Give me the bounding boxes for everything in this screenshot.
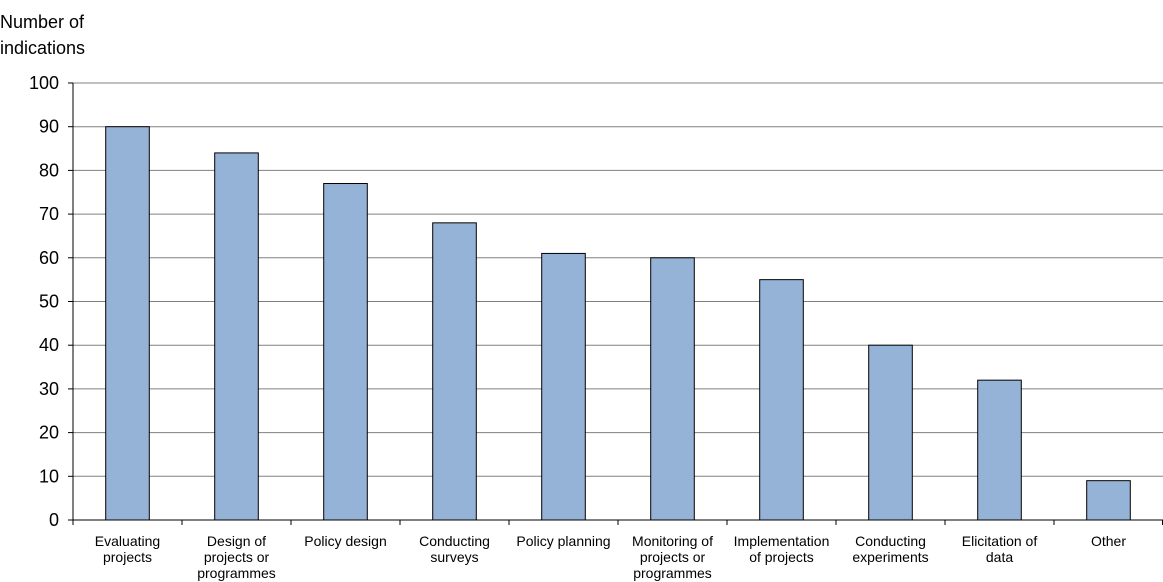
y-tick-label: 0 bbox=[49, 510, 59, 530]
bars bbox=[105, 126, 1131, 521]
x-tick-label: Design of projects or programmes bbox=[197, 533, 276, 581]
bar bbox=[323, 183, 368, 521]
bar bbox=[650, 257, 695, 521]
bar bbox=[977, 379, 1022, 521]
bar bbox=[432, 222, 477, 521]
x-tick-label: Other bbox=[1091, 533, 1126, 549]
x-tick-label: Evaluating projects bbox=[95, 533, 160, 565]
y-tick-label: 40 bbox=[39, 335, 59, 355]
x-tick-label: Policy design bbox=[304, 533, 387, 549]
x-tick-label: Conducting surveys bbox=[419, 533, 490, 565]
y-tick-label: 30 bbox=[39, 379, 59, 399]
y-tick-label: 70 bbox=[39, 204, 59, 224]
x-tick-label-line: of projects bbox=[749, 549, 814, 565]
y-tick-label: 100 bbox=[29, 73, 59, 93]
x-tick-label-line: surveys bbox=[430, 549, 478, 565]
x-tick-label-line: Monitoring of bbox=[632, 533, 713, 549]
x-tick-label-line: Other bbox=[1091, 533, 1126, 549]
x-tick-label: Policy planning bbox=[516, 533, 610, 549]
bar bbox=[868, 344, 913, 521]
bar bbox=[541, 252, 586, 521]
x-tick-label: Monitoring of projects or programmes bbox=[632, 533, 713, 581]
y-tick-label: 50 bbox=[39, 292, 59, 312]
x-tick-label-line: programmes bbox=[197, 565, 276, 581]
x-tick-label-line: Conducting bbox=[855, 533, 926, 549]
axes bbox=[68, 82, 1163, 525]
x-tick-label-line: data bbox=[986, 549, 1013, 565]
bar bbox=[1086, 480, 1131, 521]
y-axis-label-line: Number of bbox=[0, 12, 85, 32]
y-tick-labels: 0 10 20 30 40 50 60 70 80 90 100 bbox=[29, 73, 59, 530]
x-tick-label-line: Elicitation of bbox=[962, 533, 1038, 549]
x-tick-label: Conducting experiments bbox=[852, 533, 928, 565]
x-tick-label-line: programmes bbox=[633, 565, 712, 581]
y-tick-label: 60 bbox=[39, 248, 59, 268]
x-tick-label-line: Implementation bbox=[734, 533, 830, 549]
x-tick-label-line: Conducting bbox=[419, 533, 490, 549]
y-tick-label: 90 bbox=[39, 117, 59, 137]
y-tick-label: 80 bbox=[39, 160, 59, 180]
y-tick-label: 10 bbox=[39, 466, 59, 486]
x-tick-label: Elicitation of data bbox=[962, 533, 1038, 565]
x-tick-label-line: projects bbox=[103, 549, 152, 565]
x-tick-label-line: Policy design bbox=[304, 533, 387, 549]
bar bbox=[214, 152, 259, 521]
bar bbox=[105, 126, 150, 521]
x-tick-label: Implementation of projects bbox=[734, 533, 830, 565]
y-axis-label: Number of indications bbox=[0, 12, 89, 58]
x-tick-label-line: Policy planning bbox=[516, 533, 610, 549]
x-tick-label-line: projects or bbox=[640, 549, 706, 565]
x-tick-label-line: Design of bbox=[207, 533, 266, 549]
x-tick-label-line: Evaluating bbox=[95, 533, 160, 549]
x-tick-label-line: experiments bbox=[852, 549, 928, 565]
x-tick-label-line: projects or bbox=[204, 549, 270, 565]
y-axis-label-line: indications bbox=[0, 38, 85, 58]
y-tick-label: 20 bbox=[39, 423, 59, 443]
bar bbox=[759, 279, 804, 521]
